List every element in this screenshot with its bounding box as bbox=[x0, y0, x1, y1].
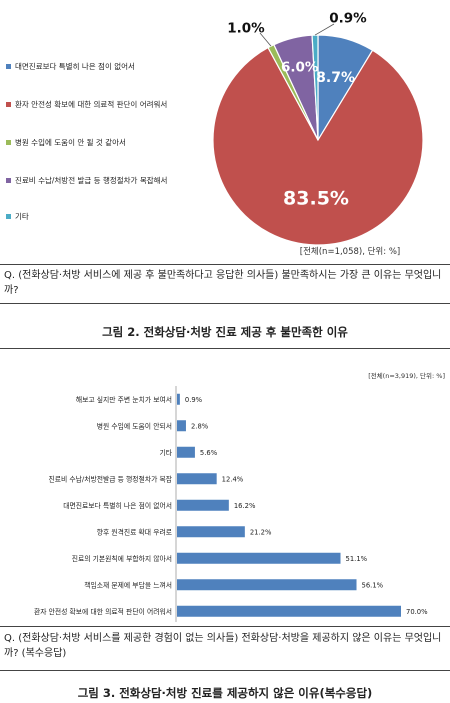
value-label: 56.1% bbox=[362, 581, 384, 589]
bar bbox=[177, 552, 341, 564]
figure-caption-3: 그림 3. 전화상담·처방 진료를 제공하지 않은 이유(복수응답) bbox=[77, 686, 373, 700]
bar-question-rule bbox=[0, 670, 450, 671]
category-label: 환자 안전성 확보에 대한 의료적 판단이 어려워서 bbox=[34, 607, 172, 616]
value-label: 51.1% bbox=[346, 555, 368, 563]
value-label: 0.9% bbox=[185, 396, 203, 404]
question-2: Q. (전화상담·처방 서비스에 제공 후 불만족하다고 응답한 의사들) 불만… bbox=[4, 270, 442, 296]
leader-line bbox=[259, 32, 272, 47]
value-label: 16.2% bbox=[234, 502, 256, 510]
bar-question-top-rule bbox=[0, 626, 450, 627]
bar bbox=[177, 473, 217, 485]
pie-slice bbox=[311, 34, 319, 141]
legend-label: 진료비 수납/처방전 발급 등 행정절차가 복잡해서 bbox=[15, 175, 167, 185]
bar bbox=[177, 393, 180, 405]
pie-slice-label: 6.0% bbox=[281, 59, 319, 75]
bar-note: [전체(n=3,919), 단위: %] bbox=[368, 371, 445, 380]
value-label: 12.4% bbox=[222, 475, 244, 483]
pie-slice-label: 8.7% bbox=[316, 70, 355, 86]
bar-axes bbox=[175, 386, 177, 622]
bar bbox=[177, 579, 357, 591]
bar bbox=[177, 446, 195, 458]
pie-slice bbox=[212, 46, 424, 246]
bar-chart: [전체(n=3,919), 단위: %] 해보고 싶지만 주변 눈치가 보여서병… bbox=[34, 371, 445, 622]
pie-slice-labels: 8.7% 83.5% 1.0% 6.0% 0.9% bbox=[227, 11, 367, 210]
question-3: Q. (전화상담·처방 서비스를 제공한 경험이 없는 의사들) 전화상담·처방… bbox=[4, 633, 442, 659]
category-label: 대면진료보다 특별히 나은 점이 없어서 bbox=[63, 501, 172, 510]
value-label: 70.0% bbox=[406, 608, 428, 616]
value-label: 5.6% bbox=[200, 449, 218, 457]
category-label: 해보고 싶지만 주변 눈치가 보여서 bbox=[76, 395, 172, 404]
legend-swatch bbox=[6, 178, 11, 183]
value-label: 2.8% bbox=[191, 422, 209, 430]
bar bbox=[177, 420, 186, 432]
figure-caption-2: 그림 2. 전화상담·처방 진료 제공 후 불만족한 이유 bbox=[102, 325, 348, 339]
legend-label: 환자 안전성 확보에 대한 의료적 판단이 어려워서 bbox=[15, 99, 167, 109]
legend-swatch bbox=[6, 140, 11, 145]
legend-label: 대면진료보다 특별히 나은 점이 없어서 bbox=[15, 61, 135, 71]
bar bbox=[177, 499, 229, 511]
category-label: 기타 bbox=[159, 448, 172, 457]
legend-swatch bbox=[6, 214, 11, 219]
category-label: 책임소재 문제에 부담을 느껴서 bbox=[84, 580, 172, 589]
legend-label: 기타 bbox=[15, 212, 29, 221]
bar-top-rule bbox=[0, 348, 450, 349]
pie-note: [전체(n=1,058), 단위: %] bbox=[300, 246, 400, 257]
legend-swatch bbox=[6, 102, 11, 107]
legend-label: 병원 수입에 도움이 안 될 것 같아서 bbox=[15, 137, 126, 147]
pie-slice-label: 1.0% bbox=[227, 21, 265, 37]
pie-slice-label: 0.9% bbox=[329, 11, 367, 27]
pie-slice-label: 83.5% bbox=[283, 187, 349, 209]
leader-line bbox=[314, 23, 335, 36]
category-label: 병원 수입에 도움이 안되서 bbox=[97, 421, 172, 430]
bar bbox=[177, 526, 245, 538]
question-rule bbox=[0, 303, 450, 304]
value-labels: 0.9% 2.8% 5.6% 12.4% 16.2% 21.2% 51.1% 56.1% 70.… bbox=[185, 396, 428, 616]
legend-swatch bbox=[6, 64, 11, 69]
category-label: 진료의 기본원칙에 부합하지 않아서 bbox=[72, 554, 172, 563]
category-label: 진료비 수납/처방전발급 등 행정절차가 복잡 bbox=[49, 474, 173, 483]
value-label: 21.2% bbox=[250, 528, 272, 536]
category-label: 향후 원격진료 확대 우려로 bbox=[97, 527, 172, 536]
bar bbox=[177, 605, 401, 617]
bars bbox=[177, 393, 401, 617]
top-rule bbox=[0, 264, 450, 265]
pie-slices bbox=[212, 34, 424, 246]
